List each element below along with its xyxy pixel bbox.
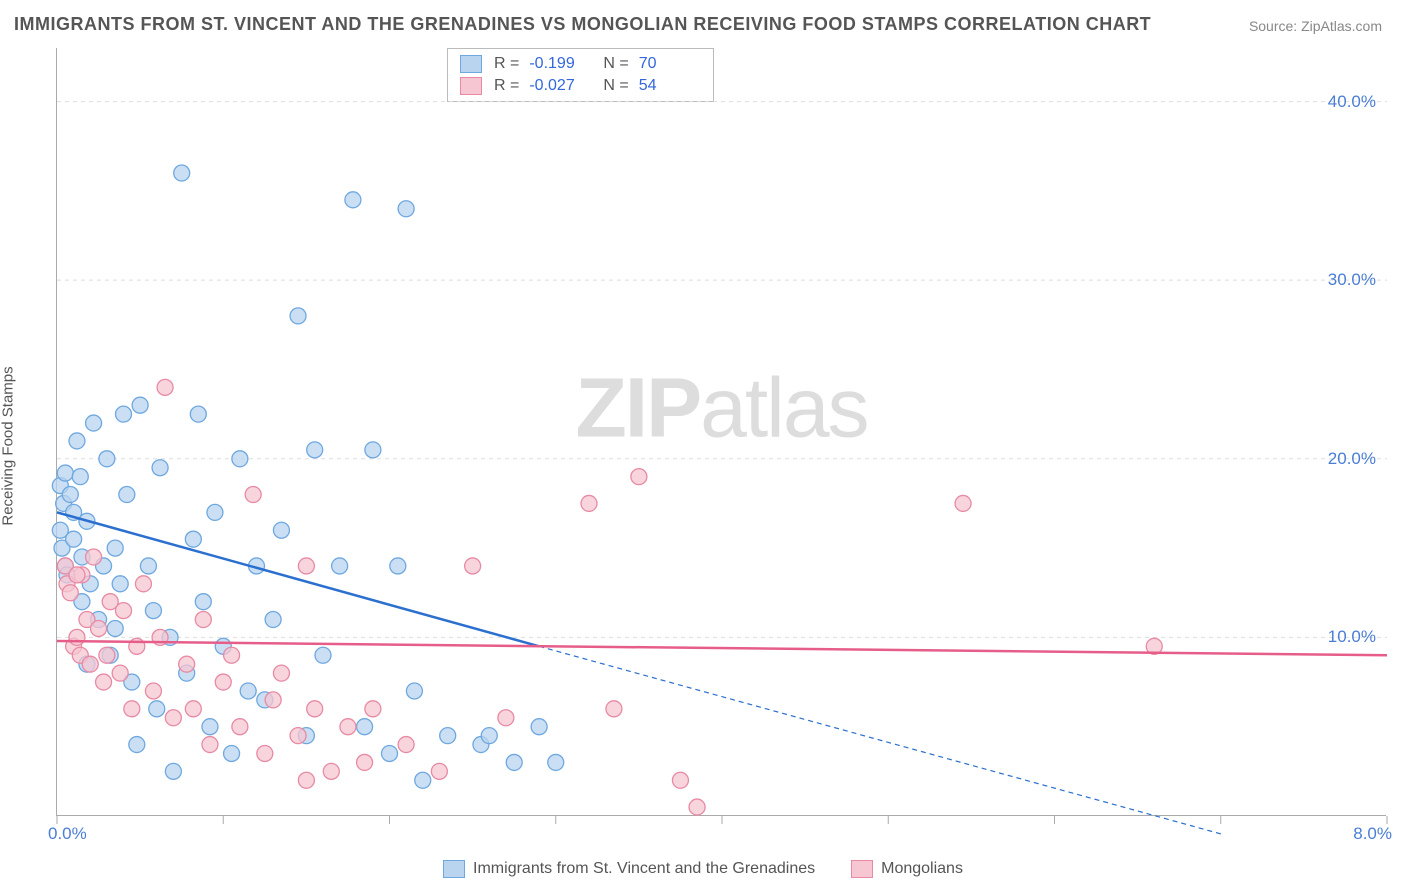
plot-svg: [57, 48, 1386, 815]
y-tick-label: 40.0%: [1328, 92, 1376, 112]
y-tick-label: 20.0%: [1328, 449, 1376, 469]
legend-item-1: Immigrants from St. Vincent and the Gren…: [443, 860, 815, 878]
chart-title: IMMIGRANTS FROM ST. VINCENT AND THE GREN…: [14, 14, 1151, 35]
swatch-series-2: [851, 860, 873, 878]
swatch-series-1: [443, 860, 465, 878]
y-tick-label: 10.0%: [1328, 627, 1376, 647]
legend-label-2: Mongolians: [881, 860, 963, 878]
bottom-legend: Immigrants from St. Vincent and the Gren…: [0, 860, 1406, 878]
y-tick-label: 30.0%: [1328, 270, 1376, 290]
legend-label-1: Immigrants from St. Vincent and the Gren…: [473, 860, 815, 878]
y-axis-label: Receiving Food Stamps: [0, 287, 17, 446]
source-citation: Source: ZipAtlas.com: [1249, 18, 1382, 34]
plot-area: ZIPatlas R = -0.199 N = 70 R = -0.027 N …: [56, 48, 1386, 816]
legend-item-2: Mongolians: [851, 860, 963, 878]
x-axis-max-label: 8.0%: [1353, 824, 1392, 844]
x-axis-min-label: 0.0%: [48, 824, 87, 844]
